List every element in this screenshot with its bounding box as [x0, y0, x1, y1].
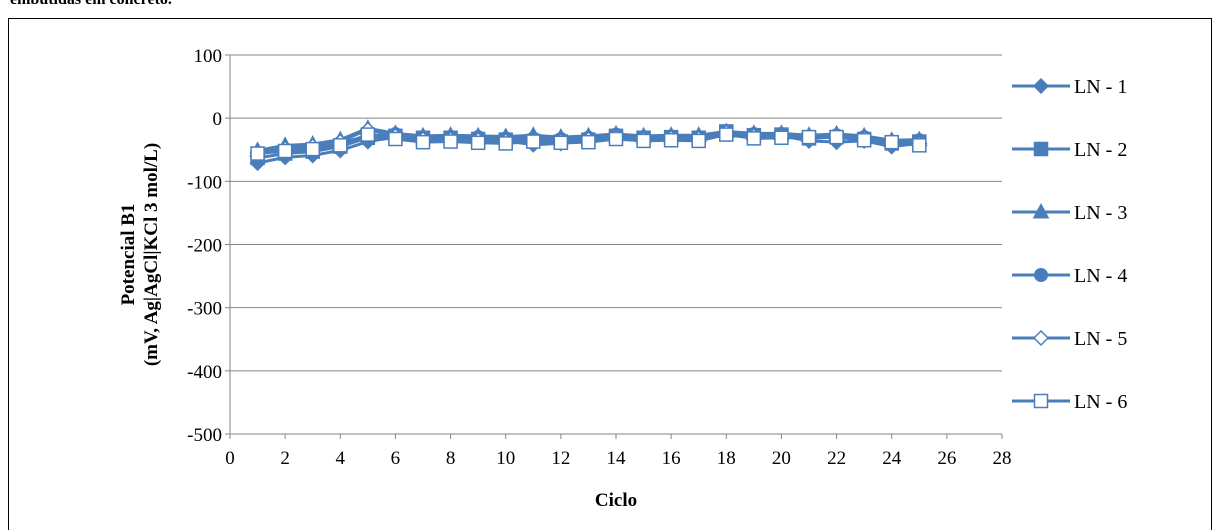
data-point: [526, 134, 541, 149]
legend-item: LN - 2: [1012, 139, 1127, 161]
x-tick-label: 28: [993, 448, 1012, 469]
y-tick-label: 100: [194, 46, 223, 67]
series-6: [250, 127, 927, 161]
x-tick-label: 6: [391, 448, 401, 469]
y-tick-label: -100: [187, 172, 222, 193]
legend-label: LN - 4: [1074, 265, 1127, 287]
legend-label: LN - 1: [1074, 76, 1127, 98]
data-point: [415, 134, 431, 150]
data-point: [581, 134, 596, 150]
data-point: [774, 130, 789, 145]
x-tick-label: 22: [827, 448, 846, 469]
legend-label: LN - 2: [1074, 139, 1127, 161]
legend-marker: [1034, 268, 1048, 282]
data-point: [388, 131, 403, 147]
data-point: [608, 131, 624, 147]
data-point: [691, 133, 706, 149]
legend-marker: [1032, 77, 1050, 95]
legend-item: LN - 1: [1012, 76, 1127, 98]
legend-marker: [1033, 141, 1049, 157]
x-axis-title: Ciclo: [595, 490, 637, 511]
chart-frame: [8, 18, 1212, 530]
x-tick-label: 24: [882, 448, 902, 469]
y-axis-title-line2: (mV, Ag|AgCl|KCl 3 mol/L): [141, 143, 162, 366]
data-point: [553, 135, 569, 151]
x-tick-label: 18: [717, 448, 736, 469]
x-tick-label: 14: [607, 448, 627, 469]
x-tick-label: 2: [280, 448, 290, 469]
data-point: [277, 143, 293, 159]
legend-label: LN - 5: [1074, 328, 1127, 350]
x-tick-label: 0: [225, 448, 235, 469]
data-point: [333, 138, 348, 153]
legend-marker: [1032, 329, 1050, 347]
x-tick-label: 12: [551, 448, 570, 469]
y-tick-label: 0: [213, 109, 223, 130]
gridlines: [230, 54, 1002, 372]
data-point: [912, 138, 927, 153]
x-tick-label: 26: [937, 448, 956, 469]
legend-marker: [1033, 393, 1049, 409]
data-point: [829, 129, 844, 145]
legend-item: LN - 4: [1012, 265, 1127, 287]
y-axis-title-line1: Potencial B1: [118, 204, 139, 306]
legend-item: LN - 6: [1012, 391, 1127, 413]
y-tick-label: -200: [187, 236, 222, 257]
data-point: [663, 133, 679, 148]
data-point: [856, 133, 872, 148]
data-point: [443, 134, 458, 149]
x-tick-label: 4: [336, 448, 346, 469]
series-group: [249, 119, 928, 172]
legend-marker: [1032, 202, 1050, 219]
figure-caption: embutidas em concreto.: [10, 0, 172, 9]
axes: [225, 54, 1003, 439]
x-tick-label: 10: [496, 448, 515, 469]
data-point: [360, 127, 376, 142]
data-point: [498, 136, 513, 151]
legend-label: LN - 6: [1074, 391, 1127, 413]
data-point: [470, 135, 486, 151]
x-tick-labels: 0 2 4 6 8 10 12 14 16 18 20 22 24 26 28: [225, 448, 1011, 469]
y-tick-label: -300: [187, 299, 222, 320]
data-point: [884, 134, 899, 150]
data-point: [719, 127, 734, 142]
legend-item: LN - 3: [1012, 202, 1127, 224]
data-point: [801, 129, 817, 145]
x-tick-label: 16: [662, 448, 681, 469]
legend-item: LN - 5: [1012, 328, 1127, 350]
legend: LN - 1 LN - 2 LN - 3 LN - 4 LN - 5 LN - 6: [1012, 76, 1127, 413]
data-point: [746, 131, 762, 146]
data-point: [636, 133, 651, 149]
y-tick-label: -500: [187, 425, 222, 446]
legend-label: LN - 3: [1074, 202, 1127, 224]
x-tick-label: 8: [446, 448, 456, 469]
y-tick-labels: 100 0 -100 -200 -300 -400 -500: [187, 46, 222, 446]
x-tick-label: 20: [772, 448, 791, 469]
y-tick-label: -400: [187, 362, 222, 383]
data-point: [305, 141, 320, 157]
data-point: [250, 146, 265, 161]
